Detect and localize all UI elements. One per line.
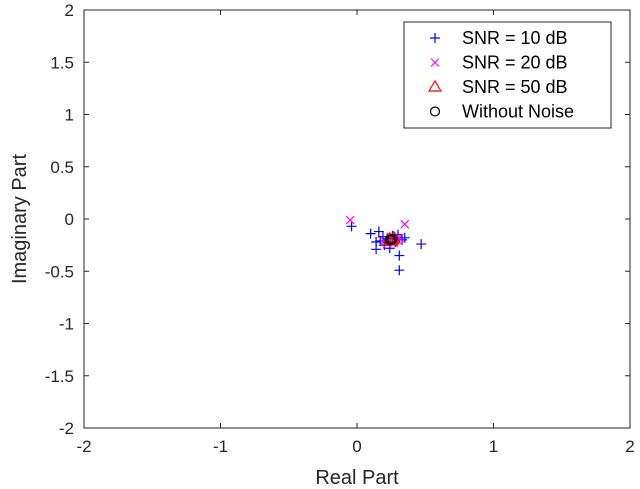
axes: -2 -1 0 1 2 -2 -1.5 -1 -0.5 0 0.5 1 1.5 2 — [45, 1, 635, 456]
legend-entry[interactable]: SNR = 50 dB — [427, 77, 568, 97]
legend-label: Without Noise — [462, 102, 574, 122]
x-tick-label: 2 — [625, 437, 634, 456]
y-tick-label: 2 — [65, 1, 74, 20]
y-tick-label: 0 — [65, 210, 74, 229]
data-point-circle — [384, 234, 395, 245]
y-tick-label: -1.5 — [45, 367, 74, 386]
x-tick-label: -1 — [213, 437, 228, 456]
y-tick-label: 1.5 — [50, 53, 74, 72]
legend-marker-x — [430, 58, 440, 67]
legend-marker-plus — [430, 33, 440, 43]
legend-marker-circle — [429, 106, 441, 117]
data-point-plus — [373, 226, 384, 237]
x-axis-label: Real Part — [315, 467, 399, 489]
legend-label: SNR = 20 dB — [462, 53, 568, 73]
data-point-plus — [416, 239, 427, 250]
legend-entry[interactable]: SNR = 10 dB — [430, 28, 568, 48]
y-tick-label: 0.5 — [50, 158, 74, 177]
legend-label: SNR = 50 dB — [462, 77, 568, 97]
data-point-plus — [346, 221, 357, 232]
data-point-x — [400, 219, 410, 229]
x-tick-label: 1 — [489, 437, 498, 456]
x-tick-label: 0 — [352, 437, 361, 456]
data-point-plus — [371, 244, 382, 255]
data-point-plus — [399, 232, 410, 243]
data-points — [345, 215, 427, 276]
data-point-plus — [365, 228, 376, 239]
legend-entry[interactable]: Without Noise — [429, 102, 575, 122]
y-axis-label: Imaginary Part — [9, 154, 31, 284]
y-tick-label: 1 — [65, 106, 74, 125]
y-tick-label: -1 — [59, 315, 74, 334]
legend-box — [403, 21, 612, 129]
x-tick-label: -2 — [76, 437, 91, 456]
y-tick-label: -2 — [59, 419, 74, 438]
legend-marker-triangle — [427, 79, 443, 92]
series-3 — [384, 233, 398, 245]
data-point-plus — [394, 250, 405, 261]
legend-label: SNR = 10 dB — [462, 28, 568, 48]
legend[interactable]: SNR = 10 dB SNR = 20 dB SNR = 50 dB Without… — [403, 21, 612, 129]
y-tick-label: -0.5 — [45, 262, 74, 281]
data-point-x — [345, 215, 355, 225]
data-point-plus — [394, 265, 405, 276]
legend-entry[interactable]: SNR = 20 dB — [430, 53, 568, 73]
